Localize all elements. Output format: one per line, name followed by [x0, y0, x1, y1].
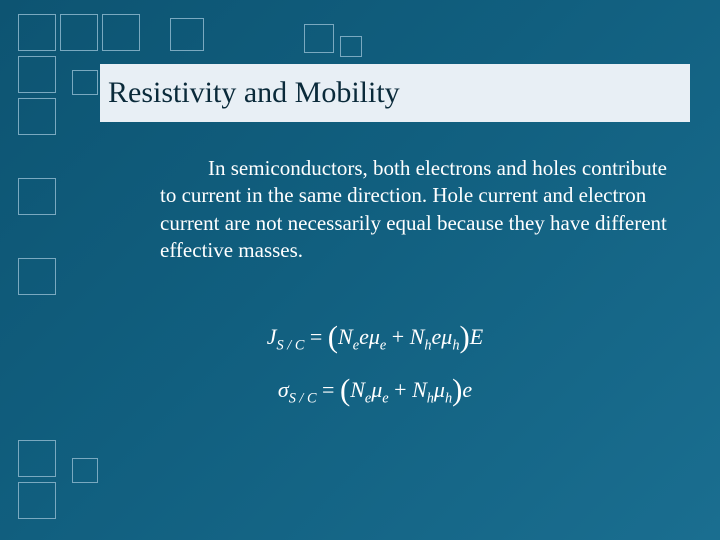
lhs-symbol: J: [267, 324, 277, 349]
deco-square: [340, 36, 362, 57]
Nh-sub: h: [427, 390, 434, 406]
paren-close: ): [460, 320, 470, 354]
Ne: N: [350, 377, 365, 402]
deco-square: [170, 18, 204, 51]
equals: =: [310, 324, 328, 349]
e1: e: [359, 324, 369, 349]
mu-h: μ: [441, 324, 452, 349]
deco-square: [102, 14, 140, 51]
deco-square: [18, 56, 56, 93]
Nh: N: [410, 324, 425, 349]
deco-square: [18, 14, 56, 51]
deco-square: [18, 258, 56, 295]
e: e: [462, 377, 472, 402]
formula-block: JS / C = (Neeμe + Nheμh)E σS / C = (Neμe…: [210, 320, 540, 426]
lhs-symbol: σ: [278, 377, 289, 402]
deco-square: [18, 98, 56, 135]
mu-h-sub: h: [452, 337, 459, 353]
deco-square: [72, 70, 98, 95]
Nh-sub: h: [424, 337, 431, 353]
title-bar: Resistivity and Mobility: [100, 64, 690, 122]
slide: Resistivity and Mobility In semiconducto…: [0, 0, 720, 540]
Nh: N: [412, 377, 427, 402]
deco-square: [18, 178, 56, 215]
Ne: N: [338, 324, 353, 349]
deco-square: [18, 482, 56, 519]
mu-e: μ: [369, 324, 380, 349]
paren-open: (: [340, 373, 350, 407]
mu-e: μ: [371, 377, 382, 402]
slide-title: Resistivity and Mobility: [108, 76, 400, 110]
deco-square: [304, 24, 334, 53]
E: E: [470, 324, 483, 349]
plus: +: [386, 324, 409, 349]
formula-line-2: σS / C = (Neμe + Nhμh)e: [210, 373, 540, 408]
paren-open: (: [328, 320, 338, 354]
slide-body: In semiconductors, both electrons and ho…: [160, 155, 670, 264]
e2: e: [432, 324, 442, 349]
formula-line-1: JS / C = (Neeμe + Nheμh)E: [210, 320, 540, 355]
paren-close: ): [452, 373, 462, 407]
plus: +: [389, 377, 412, 402]
equals: =: [322, 377, 340, 402]
deco-square: [18, 440, 56, 477]
deco-square: [60, 14, 98, 51]
deco-square: [72, 458, 98, 483]
mu-h: μ: [434, 377, 445, 402]
lhs-sub: S / C: [277, 337, 305, 353]
lhs-sub: S / C: [289, 390, 317, 406]
